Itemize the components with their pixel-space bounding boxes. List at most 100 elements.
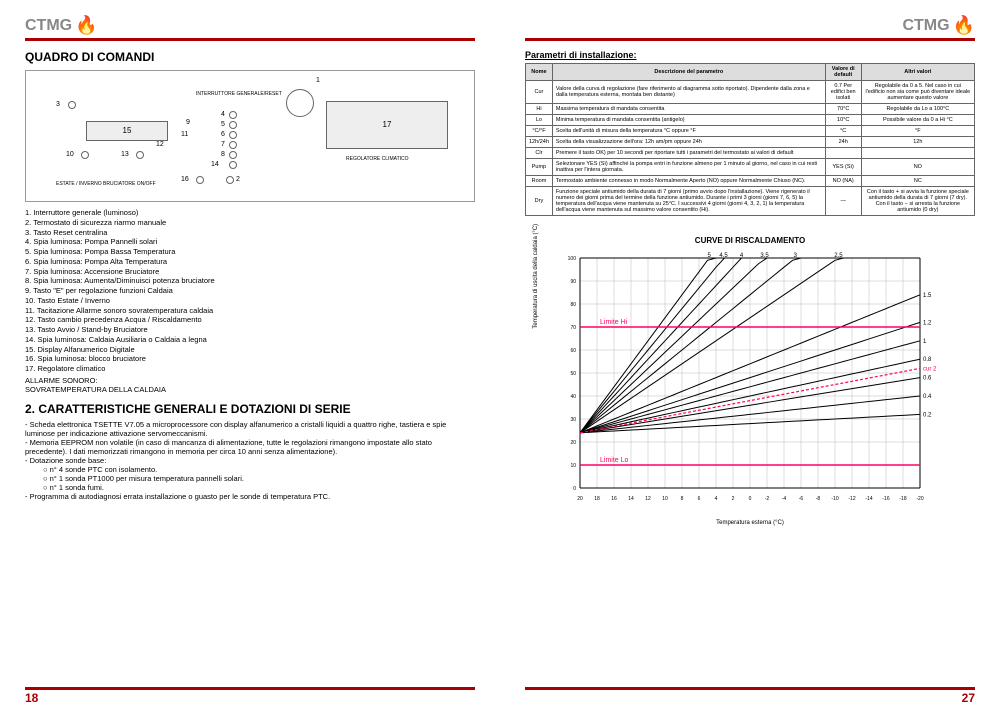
svg-text:6: 6 <box>698 496 701 502</box>
list-item: 1. Interruttore generale (luminoso) <box>25 208 475 218</box>
table-header: Altri valori <box>861 64 974 81</box>
list-item: 11. Tacitazione Allarme sonoro sovratemp… <box>25 306 475 316</box>
chart-ylabel: Temperatura di uscita della caldaia (°C) <box>533 224 539 329</box>
display-17: 17 <box>326 101 448 149</box>
alarm-title: ALLARME SONORO: <box>25 376 475 385</box>
label-4: 4 <box>221 111 225 118</box>
table-cell: Lo <box>526 115 553 126</box>
svg-text:0: 0 <box>749 496 752 502</box>
table-cell: °F <box>861 126 974 137</box>
svg-text:3.5: 3.5 <box>760 253 769 259</box>
sec2-title: 2. CARATTERISTICHE GENERALI E DOTAZIONI … <box>25 402 475 416</box>
label-10: 10 <box>66 151 74 158</box>
params-table: NomeDescrizione del parametroValore di d… <box>525 63 975 216</box>
label-14: 14 <box>211 161 219 168</box>
led-3 <box>68 101 76 109</box>
table-cell: YES (Sì) <box>825 159 861 176</box>
svg-text:8: 8 <box>681 496 684 502</box>
svg-text:-2: -2 <box>765 496 770 502</box>
label-12: 12 <box>156 141 164 148</box>
sonda-item: ○ n° 1 sonda PT1000 per misura temperatu… <box>25 474 475 483</box>
list-item: 17. Regolatore climatico <box>25 364 475 374</box>
label-9: 9 <box>186 119 190 126</box>
table-cell: NC <box>861 176 974 187</box>
label-1: 1 <box>316 77 320 84</box>
svg-text:40: 40 <box>570 394 576 400</box>
svg-text:2: 2 <box>732 496 735 502</box>
svg-text:20: 20 <box>570 440 576 446</box>
table-cell: Premere il tasto OK) per 10 secondi per … <box>552 148 825 159</box>
table-cell <box>825 148 861 159</box>
table-cell: 0.7 Per edifici ben isolati <box>825 81 861 104</box>
bottom-red-bar-right <box>525 687 975 690</box>
alarm-sub: SOVRATEMPERATURA DELLA CALDAIA <box>25 385 475 394</box>
table-cell: Regolabile da 0 a 5. Nel caso in cui l'e… <box>861 81 974 104</box>
table-row: LoMinima temperatura di mandata consenti… <box>526 115 975 126</box>
table-cell: Regolabile da Lo a 100°C <box>861 104 974 115</box>
table-cell: °C/°F <box>526 126 553 137</box>
list-item: 2. Termostato di sicurezza riarmo manual… <box>25 218 475 228</box>
svg-text:1: 1 <box>923 339 927 345</box>
brand-logo: CTMG 🔥 <box>25 15 98 36</box>
table-header: Valore di default <box>825 64 861 81</box>
svg-text:90: 90 <box>570 279 576 285</box>
svg-text:70: 70 <box>570 325 576 331</box>
svg-text:100: 100 <box>568 256 577 262</box>
svg-text:4: 4 <box>715 496 718 502</box>
svg-text:10: 10 <box>570 463 576 469</box>
table-cell: Possibile valore da 0 a Hi °C <box>861 115 974 126</box>
list-item: 7. Spia luminosa: Accensione Bruciatore <box>25 267 475 277</box>
led-6 <box>229 131 237 139</box>
led-8 <box>229 151 237 159</box>
list-item: 8. Spia luminosa: Aumenta/Diminuisci pot… <box>25 276 475 286</box>
list-item: 16. Spia luminosa: blocco bruciatore <box>25 354 475 364</box>
table-row: HiMassima temperatura di mandata consent… <box>526 104 975 115</box>
table-row: DryFunzione speciale antiumido della dur… <box>526 187 975 216</box>
table-cell: Clr <box>526 148 553 159</box>
led-13 <box>136 151 144 159</box>
sec2-item: - Scheda elettronica TSETTE V7.05 a micr… <box>25 420 475 438</box>
list-item: 9. Tasto "E" per regolazione funzioni Ca… <box>25 286 475 296</box>
label-7: 7 <box>221 141 225 148</box>
led-10 <box>81 151 89 159</box>
sonda-item: ○ n° 1 sonda fumi. <box>25 483 475 492</box>
led-5 <box>229 121 237 129</box>
label-reset: INTERRUTTORE GENERALE/RESET <box>196 91 282 97</box>
svg-text:-14: -14 <box>865 496 872 502</box>
svg-text:-12: -12 <box>848 496 855 502</box>
list-item: 15. Display Alfanumerico Digitale <box>25 345 475 355</box>
chart-xlabel: Temperatura esterna (°C) <box>525 520 975 526</box>
pagenum-left: 18 <box>25 691 38 705</box>
table-cell: 12h <box>861 137 974 148</box>
brand-text: CTMG <box>25 17 72 35</box>
table-row: ClrPremere il tasto OK) per 10 secondi p… <box>526 148 975 159</box>
label-6: 6 <box>221 131 225 138</box>
table-cell: NO <box>861 159 974 176</box>
flame-icon: 🔥 <box>75 15 97 36</box>
svg-text:4.5: 4.5 <box>719 253 728 259</box>
list-item: 3. Tasto Reset centralina <box>25 228 475 238</box>
table-cell: Termostato ambiente connesso in modo Nor… <box>552 176 825 187</box>
left-content: QUADRO DI COMANDI 1 17 INTERRUTTORE GENE… <box>25 50 475 501</box>
table-row: °C/°FScelta dell'unità di misura della t… <box>526 126 975 137</box>
knob-1 <box>286 89 314 117</box>
svg-text:10: 10 <box>662 496 668 502</box>
table-header: Descrizione del parametro <box>552 64 825 81</box>
top-red-bar <box>25 38 475 41</box>
table-cell: Hi <box>526 104 553 115</box>
list-item: 4. Spia luminosa: Pompa Pannelli solari <box>25 237 475 247</box>
svg-text:14: 14 <box>628 496 634 502</box>
table-cell: 24h <box>825 137 861 148</box>
table-cell: Dry <box>526 187 553 216</box>
svg-text:-10: -10 <box>831 496 838 502</box>
table-cell <box>861 148 974 159</box>
page-right: CTMG 🔥 Parametri di installazione: NomeD… <box>500 0 1000 708</box>
svg-text:0.6: 0.6 <box>923 376 932 382</box>
svg-text:50: 50 <box>570 371 576 377</box>
svg-text:0.4: 0.4 <box>923 394 932 400</box>
bottom-red-bar-left <box>25 687 475 690</box>
table-cell: Valore della curva di regolazione (fare … <box>552 81 825 104</box>
table-cell: — <box>825 187 861 216</box>
label-3: 3 <box>56 101 60 108</box>
chart-svg: 20181614121086420-2-4-6-8-10-12-14-16-18… <box>550 248 950 508</box>
